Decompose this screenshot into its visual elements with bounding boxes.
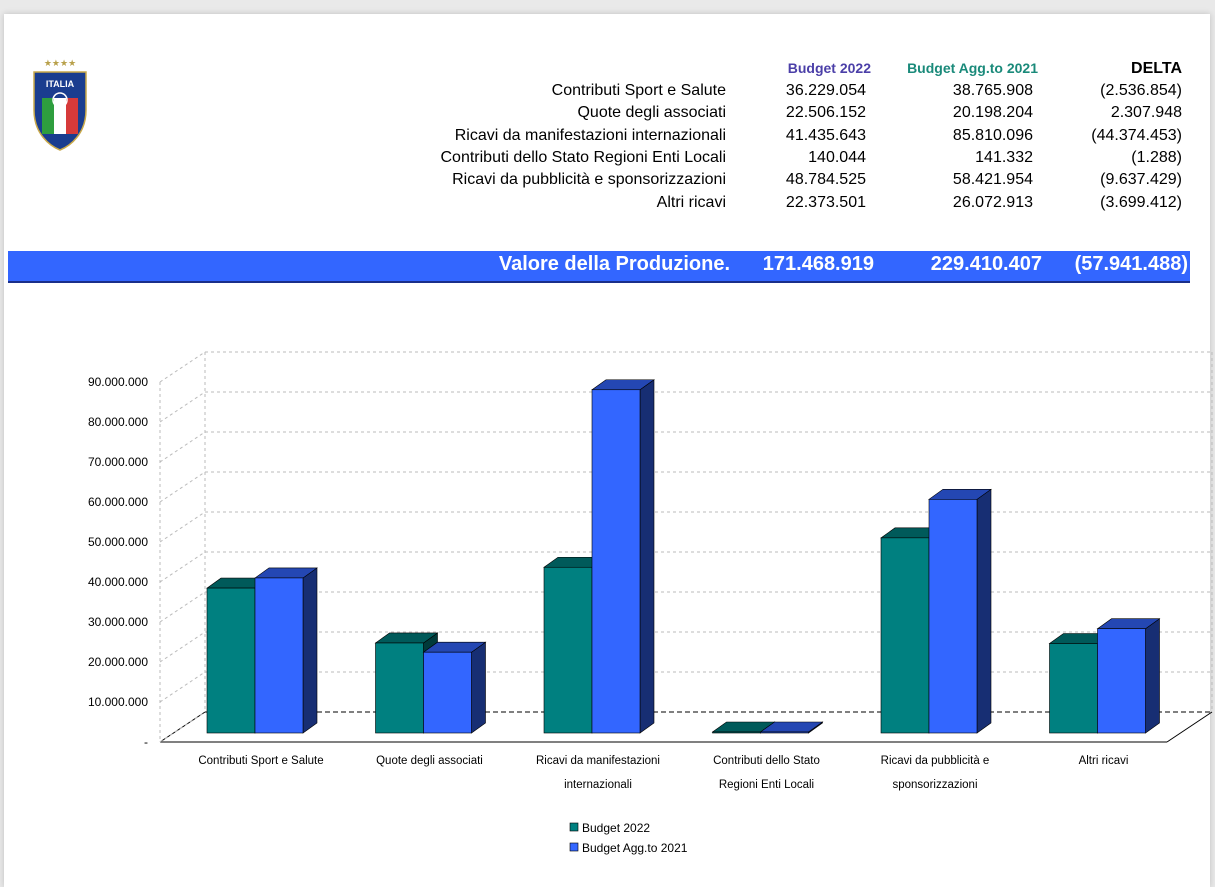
x-tick-label: internazionali	[564, 779, 632, 791]
logo-stars: ★★★★	[44, 58, 76, 68]
x-tick-label: Contributi dello Stato	[713, 755, 820, 767]
row-value-b2021: 58.421.954	[952, 171, 1033, 189]
y-tick-label: 80.000.000	[88, 415, 148, 429]
gridline-diagonal	[159, 671, 206, 703]
legend-label: Budget Agg.to 2021	[582, 841, 688, 855]
row-value-delta: (3.699.412)	[1100, 193, 1182, 211]
x-tick-label: Altri ricavi	[1079, 755, 1129, 767]
y-tick-label: 20.000.000	[88, 655, 148, 669]
total-budget-2021: 229.410.407	[930, 253, 1042, 275]
gridline-diagonal	[159, 591, 206, 623]
bar-budget-2021	[423, 651, 472, 734]
figc-shield-logo: ★★★★ ITALIA	[33, 58, 87, 151]
x-tick-label: Ricavi da pubblicità e	[881, 755, 990, 767]
bar-budget-2022	[543, 566, 593, 734]
row-value-b2022: 48.784.525	[785, 171, 866, 189]
column-header-delta: DELTA	[1131, 60, 1182, 77]
x-tick-label: sponsorizzazioni	[892, 779, 977, 791]
bar-budget-2022	[1049, 643, 1098, 734]
bar-side	[302, 567, 318, 734]
row-value-b2022: 22.373.501	[785, 193, 866, 211]
bar-budget-2021	[928, 499, 978, 734]
total-label: Valore della Produzione.	[498, 253, 730, 275]
y-tick-label: 10.000.000	[88, 695, 148, 709]
gridline-diagonal	[159, 511, 206, 543]
gridline-diagonal	[159, 551, 206, 583]
row-value-b2022: 140.044	[808, 148, 866, 166]
row-value-b2022: 41.435.643	[785, 126, 866, 144]
bar-budget-2022	[880, 537, 930, 734]
x-tick-label: Regioni Enti Locali	[719, 779, 814, 791]
row-value-b2021: 85.810.096	[952, 126, 1033, 144]
row-value-b2021: 38.765.908	[952, 82, 1033, 99]
row-label: Altri ricavi	[656, 193, 726, 211]
row-value-b2022: 36.229.054	[785, 82, 866, 99]
bar-budget-2022	[712, 731, 761, 734]
gridline-diagonal	[159, 391, 206, 423]
bar-side	[1145, 618, 1160, 734]
bar-side	[639, 379, 655, 734]
gridline-diagonal	[159, 471, 206, 503]
x-tick-label: Contributi Sport e Salute	[198, 755, 323, 767]
y-tick-label: 50.000.000	[88, 535, 148, 549]
y-tick-label: 90.000.000	[88, 375, 148, 389]
bar-side	[471, 641, 486, 734]
total-budget-2022: 171.468.919	[762, 253, 874, 275]
row-value-delta: (44.374.453)	[1091, 126, 1182, 144]
gridline-diagonal	[159, 351, 206, 383]
legend-swatch	[569, 842, 579, 852]
bar-budget-2022	[375, 642, 424, 734]
y-tick-label: 40.000.000	[88, 575, 148, 589]
row-value-delta: (2.536.854)	[1100, 82, 1182, 99]
row-label: Contributi Sport e Salute	[551, 82, 726, 99]
row-value-b2021: 20.198.204	[952, 104, 1033, 122]
row-value-b2021: 141.332	[975, 148, 1033, 166]
row-value-b2022: 22.506.152	[785, 104, 866, 122]
bar-budget-2022	[206, 587, 256, 734]
row-label: Ricavi da pubblicità e sponsorizzazioni	[452, 171, 726, 189]
bar-budget-2021	[760, 731, 809, 734]
bar-side	[976, 488, 992, 734]
legend-label: Budget 2022	[582, 821, 650, 835]
row-value-delta: 2.307.948	[1110, 104, 1182, 122]
y-tick-label: -	[144, 735, 148, 749]
column-header-budget2022: Budget 2022	[787, 60, 871, 76]
legend-swatch	[569, 822, 579, 832]
row-value-delta: (1.288)	[1131, 148, 1182, 166]
x-tick-label: Quote degli associati	[376, 755, 483, 767]
y-tick-label: 30.000.000	[88, 615, 148, 629]
y-tick-label: 70.000.000	[88, 455, 148, 469]
bar-budget-2021	[1097, 628, 1146, 734]
row-value-delta: (9.637.429)	[1100, 171, 1182, 189]
logo-text: ITALIA	[46, 79, 75, 89]
bar-budget-2021	[591, 389, 641, 734]
gridline-diagonal	[159, 431, 206, 463]
row-label: Quote degli associati	[577, 104, 726, 122]
row-label: Contributi dello Stato Regioni Enti Loca…	[440, 148, 727, 166]
column-header-budget2021: Budget Agg.to 2021	[907, 60, 1038, 76]
total-row: Valore della Produzione. 171.468.919 229…	[8, 251, 1190, 283]
row-label: Ricavi da manifestazioni internazionali	[454, 126, 726, 144]
total-delta: (57.941.488)	[1074, 253, 1188, 275]
x-tick-label: Ricavi da manifestazioni	[536, 755, 660, 767]
bar-budget-2021	[254, 577, 304, 734]
floor-left-edge	[159, 711, 206, 743]
row-value-b2021: 26.072.913	[952, 193, 1033, 211]
floor-right-edge	[1166, 711, 1213, 743]
y-tick-label: 60.000.000	[88, 495, 148, 509]
gridline-diagonal	[159, 631, 206, 663]
